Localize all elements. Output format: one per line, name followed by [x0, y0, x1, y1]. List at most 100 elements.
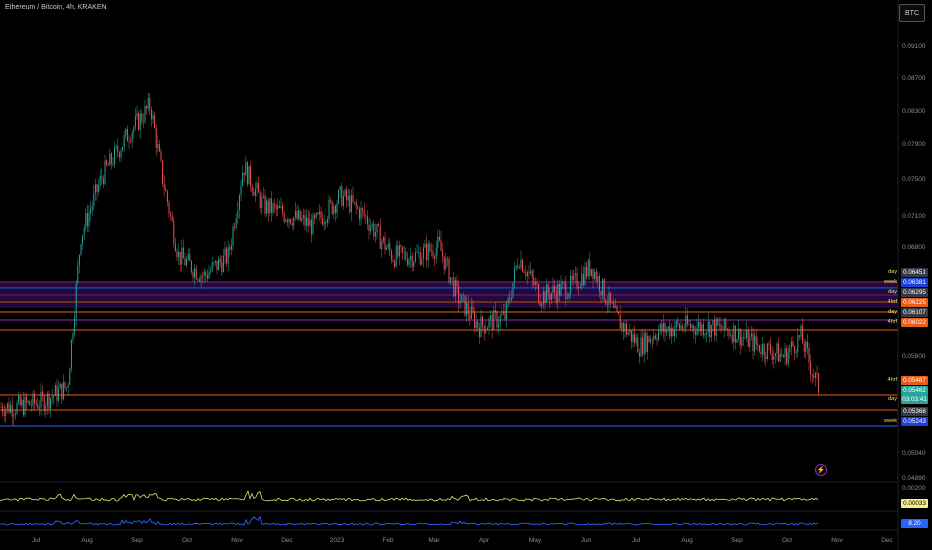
candle-body — [421, 259, 422, 265]
candle-body — [9, 403, 10, 412]
candle-body — [399, 245, 400, 256]
candle-body — [42, 392, 43, 397]
candle-body — [657, 338, 658, 339]
candle-body — [85, 213, 86, 228]
candle-body — [191, 261, 192, 272]
candle-body — [311, 220, 312, 234]
candle-body — [319, 211, 320, 214]
candle-body — [57, 385, 58, 400]
candle-body — [423, 248, 424, 259]
level-zones — [0, 283, 898, 308]
level-price-badge: 0.05462 — [901, 386, 928, 395]
candle-body — [453, 278, 454, 297]
candle-body — [146, 106, 147, 108]
candle-body — [693, 326, 694, 331]
candle-body — [205, 272, 206, 275]
candle-body — [333, 206, 334, 214]
candle-body — [263, 195, 264, 197]
candle-body — [681, 326, 682, 329]
candle-body — [351, 195, 352, 212]
candle-body — [47, 394, 48, 407]
candle-body — [114, 147, 115, 164]
candle-body — [613, 303, 614, 308]
candle-body — [201, 276, 202, 281]
time-tick: Oct — [182, 537, 192, 544]
candle-body — [527, 272, 528, 276]
candle-body — [508, 298, 509, 302]
candle-body — [522, 260, 523, 272]
candle-body — [474, 313, 475, 328]
candle-body — [217, 261, 218, 270]
candle-body — [95, 184, 96, 193]
candle-body — [741, 337, 742, 346]
candle-body — [13, 415, 14, 417]
candle-body — [709, 322, 710, 337]
candle-body — [209, 273, 210, 279]
candle-body — [101, 176, 102, 178]
candle-body — [772, 353, 773, 360]
candle-body — [753, 334, 754, 351]
candle-body — [511, 298, 512, 300]
candle-body — [653, 336, 654, 341]
candle-body — [100, 176, 101, 185]
candle-body — [521, 260, 522, 268]
symbol-button[interactable]: BTC — [899, 4, 925, 22]
lightning-icon[interactable]: ⚡ — [815, 464, 827, 476]
rvol-value-badge: 8.20 — [901, 519, 928, 528]
candle-body — [426, 244, 427, 260]
candle-body — [385, 237, 386, 250]
candle-body — [593, 269, 594, 279]
candle-body — [711, 325, 712, 337]
candle-body — [106, 161, 107, 165]
candle-body — [791, 341, 792, 347]
candle-body — [309, 220, 310, 226]
candle-body — [81, 245, 82, 255]
candle-body — [429, 244, 430, 251]
candle-body — [804, 343, 805, 351]
candle-body — [629, 331, 630, 333]
candle-body — [124, 135, 125, 147]
candle-body — [468, 303, 469, 315]
time-tick: Oct — [782, 537, 792, 544]
candle-body — [196, 268, 197, 279]
candle-body — [717, 319, 718, 326]
candle-body — [471, 307, 472, 319]
candle-body — [87, 213, 88, 226]
level-price-badge: 03:03:41 — [901, 395, 928, 404]
candle-body — [725, 319, 726, 329]
candle-body — [549, 294, 550, 300]
candle-body — [388, 244, 389, 248]
candle-body — [349, 196, 350, 212]
candle-body — [452, 277, 453, 278]
candle-body — [241, 186, 242, 196]
candle-body — [436, 248, 437, 259]
candle-body — [730, 335, 731, 336]
candle-body — [226, 249, 227, 264]
candle-body — [327, 219, 328, 223]
candle-body — [668, 326, 669, 329]
candle-body — [44, 396, 45, 411]
candle-body — [553, 286, 554, 293]
time-tick: Aug — [81, 537, 93, 544]
candle-body — [354, 202, 355, 203]
candle-body — [169, 202, 170, 213]
candle-body — [202, 276, 203, 277]
candle-body — [481, 317, 482, 337]
candle-body — [818, 373, 819, 392]
level-price-badge: 0.06225 — [901, 298, 928, 307]
candle-body — [770, 345, 771, 354]
price-tick: 0.05040 — [902, 450, 926, 457]
candle-body — [116, 146, 117, 147]
candle-body — [762, 344, 763, 354]
candle-body — [25, 397, 26, 415]
candle-body — [789, 348, 790, 352]
candle-body — [105, 161, 106, 184]
candle-body — [257, 183, 258, 188]
time-tick: May — [529, 537, 541, 544]
candle-body — [407, 259, 408, 264]
candle-body — [409, 259, 410, 265]
candle-body — [519, 268, 520, 269]
candle-body — [348, 196, 349, 200]
candle-body — [700, 322, 701, 331]
